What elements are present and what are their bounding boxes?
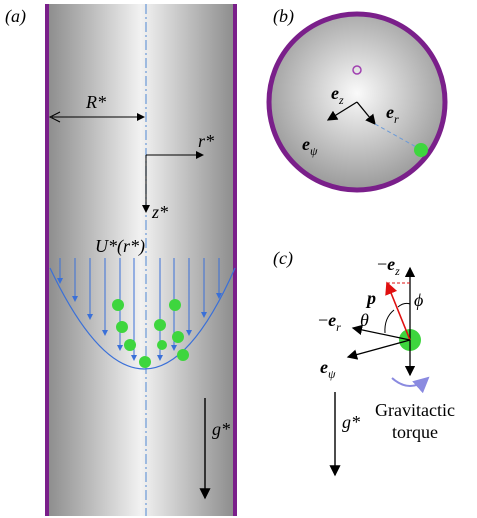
subscript: z [338, 93, 344, 107]
z-axis-label: z* [151, 202, 168, 222]
torque-label: Gravitactic [375, 400, 455, 420]
symbol: e [320, 357, 328, 377]
cell [414, 143, 428, 157]
panel-label: (c) [273, 248, 293, 269]
subscript: r [394, 112, 399, 126]
epsi-label: eψ [320, 357, 336, 381]
epsi-arrow [348, 340, 410, 357]
torque-arrow [392, 378, 428, 386]
subscript: ψ [310, 144, 318, 158]
symbol: e [302, 134, 310, 154]
p-label: p [365, 288, 376, 308]
panel-b: (b) ez er eψ [269, 6, 445, 190]
panel-label: (a) [5, 6, 26, 27]
radius-label: R* [85, 92, 106, 112]
subscript: z [394, 264, 400, 278]
subscript: ψ [328, 367, 336, 381]
torque-label: torque [392, 422, 438, 442]
panel-c: (c) p −ez ϕ −er θ eψ Gravitactic torque … [273, 248, 455, 475]
minus-ez-label: −ez [377, 254, 400, 278]
panel-a: (a) R* r* z* U*(r*) g* [5, 4, 235, 516]
gravity-label: g* [342, 412, 360, 432]
phi-arc [398, 303, 410, 307]
minus-er-label: −er [318, 310, 341, 334]
panel-label: (b) [273, 6, 294, 27]
theta-arc [385, 310, 394, 333]
figure: (a) R* r* z* U*(r*) g* (b) ez er eψ (c) [0, 0, 477, 518]
theta-label: θ [360, 310, 369, 330]
flow-label: U*(r*) [95, 236, 145, 257]
subscript: r [336, 320, 341, 334]
symbol: e [331, 83, 339, 103]
sign: − [377, 254, 387, 274]
gravity-label: g* [212, 419, 230, 439]
symbol: e [386, 102, 394, 122]
symbol: e [328, 310, 336, 330]
symbol: e [387, 254, 395, 274]
sign: − [318, 310, 328, 330]
r-axis-label: r* [198, 131, 214, 151]
phi-label: ϕ [414, 290, 423, 310]
